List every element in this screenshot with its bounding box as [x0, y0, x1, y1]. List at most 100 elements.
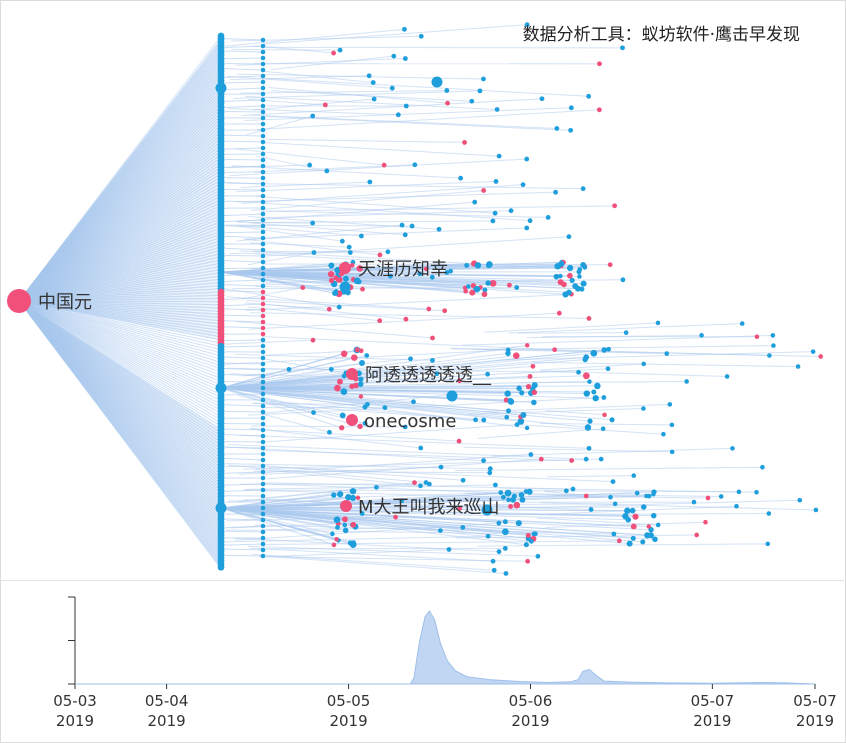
- leaf-node[interactable]: [563, 488, 569, 494]
- level2-node[interactable]: [260, 151, 266, 157]
- leaf-node[interactable]: [336, 304, 342, 310]
- subtree-node[interactable]: [630, 535, 636, 541]
- level2-node[interactable]: [260, 163, 266, 169]
- leaf-node[interactable]: [391, 53, 397, 59]
- level2-node[interactable]: [260, 349, 266, 355]
- tail-node[interactable]: [602, 412, 607, 418]
- subtree-node[interactable]: [364, 353, 370, 358]
- level2-node[interactable]: [260, 487, 266, 493]
- level2-node[interactable]: [260, 223, 266, 229]
- leaf-node[interactable]: [481, 76, 486, 82]
- leaf-node[interactable]: [311, 410, 316, 415]
- leaf-node[interactable]: [612, 203, 618, 209]
- subtree-node[interactable]: [641, 504, 647, 510]
- subtree-node[interactable]: [340, 388, 348, 396]
- subtree-node[interactable]: [567, 272, 573, 279]
- level2-node[interactable]: [260, 127, 266, 133]
- subtree-node[interactable]: [358, 394, 364, 399]
- subtree-node[interactable]: [473, 285, 481, 293]
- subtree-node[interactable]: [553, 273, 560, 280]
- leaf-node[interactable]: [366, 73, 372, 79]
- tail-node[interactable]: [734, 503, 739, 509]
- leaf-node[interactable]: [402, 232, 408, 238]
- level2-node[interactable]: [260, 265, 266, 271]
- leaf-node[interactable]: [487, 470, 493, 476]
- leaf-node[interactable]: [552, 347, 558, 353]
- subtree-node[interactable]: [505, 408, 511, 414]
- subtree-node[interactable]: [486, 263, 491, 269]
- level2-node[interactable]: [260, 145, 266, 151]
- leaf-node[interactable]: [539, 96, 545, 102]
- subtree-node[interactable]: [646, 493, 652, 499]
- subtree-node[interactable]: [640, 539, 646, 545]
- leaf-node[interactable]: [525, 558, 531, 564]
- subtree-node[interactable]: [359, 360, 365, 367]
- leaf-node[interactable]: [580, 186, 586, 192]
- leaf-node[interactable]: [377, 252, 383, 258]
- leaf-node[interactable]: [310, 113, 316, 119]
- level2-node[interactable]: [260, 277, 266, 283]
- leaf-node[interactable]: [307, 162, 313, 168]
- level2-node[interactable]: [260, 511, 266, 517]
- tail-node[interactable]: [770, 333, 776, 338]
- subtree-node[interactable]: [609, 417, 615, 423]
- leaf-node[interactable]: [481, 417, 487, 423]
- leaf-node[interactable]: [458, 175, 464, 181]
- leaf-node[interactable]: [402, 424, 408, 430]
- leaf-node[interactable]: [481, 188, 487, 193]
- tail-node[interactable]: [767, 353, 772, 358]
- level2-node[interactable]: [260, 169, 266, 175]
- leaf-node[interactable]: [492, 210, 498, 216]
- subtree-node[interactable]: [358, 376, 364, 383]
- subtree-node[interactable]: [337, 378, 343, 385]
- level2-node[interactable]: [260, 205, 266, 211]
- subtree-node[interactable]: [580, 280, 587, 287]
- tail-node[interactable]: [664, 351, 670, 356]
- subtree-node[interactable]: [508, 504, 513, 509]
- leaf-node[interactable]: [418, 33, 424, 39]
- level2-node[interactable]: [260, 247, 266, 253]
- level2-node[interactable]: [260, 217, 266, 223]
- level2-node[interactable]: [260, 469, 266, 475]
- subtree-node[interactable]: [525, 532, 531, 538]
- subtree-node[interactable]: [601, 347, 608, 353]
- key-node-4[interactable]: [340, 500, 352, 512]
- tail-node[interactable]: [754, 489, 759, 495]
- level2-node[interactable]: [260, 337, 266, 343]
- leaf-node[interactable]: [588, 507, 594, 512]
- subtree-node[interactable]: [337, 491, 344, 498]
- level2-node[interactable]: [260, 493, 266, 499]
- leaf-node[interactable]: [596, 107, 602, 113]
- subtree-node[interactable]: [566, 264, 574, 272]
- tail-node[interactable]: [667, 402, 673, 407]
- level2-node[interactable]: [260, 181, 266, 187]
- leaf-node[interactable]: [430, 335, 435, 341]
- tail-node[interactable]: [691, 499, 697, 505]
- level2-node[interactable]: [260, 439, 266, 445]
- leaf-node[interactable]: [586, 93, 592, 99]
- leaf-node[interactable]: [327, 429, 332, 435]
- subtree-node[interactable]: [579, 286, 585, 292]
- tail-node[interactable]: [694, 532, 699, 538]
- leaf-node[interactable]: [429, 274, 435, 280]
- subtree-node[interactable]: [516, 385, 522, 391]
- subtree-node[interactable]: [502, 528, 509, 536]
- leaf-node[interactable]: [607, 262, 613, 268]
- subtree-node[interactable]: [340, 350, 348, 358]
- leaf-node[interactable]: [370, 80, 376, 85]
- subtree-node[interactable]: [362, 404, 368, 410]
- tail-node[interactable]: [669, 422, 675, 428]
- leaf-node[interactable]: [430, 357, 435, 363]
- leaf-node[interactable]: [389, 85, 395, 91]
- leaf-node[interactable]: [490, 218, 496, 224]
- leaf-node[interactable]: [446, 547, 452, 552]
- leaf-node[interactable]: [331, 50, 336, 56]
- leaf-node[interactable]: [399, 222, 405, 228]
- hub-node[interactable]: [215, 382, 227, 394]
- level2-node[interactable]: [260, 409, 266, 415]
- subtree-node[interactable]: [582, 372, 590, 380]
- subtree-node[interactable]: [463, 288, 469, 294]
- subtree-node[interactable]: [630, 523, 637, 530]
- leaf-node[interactable]: [545, 215, 551, 220]
- level2-node[interactable]: [260, 253, 266, 259]
